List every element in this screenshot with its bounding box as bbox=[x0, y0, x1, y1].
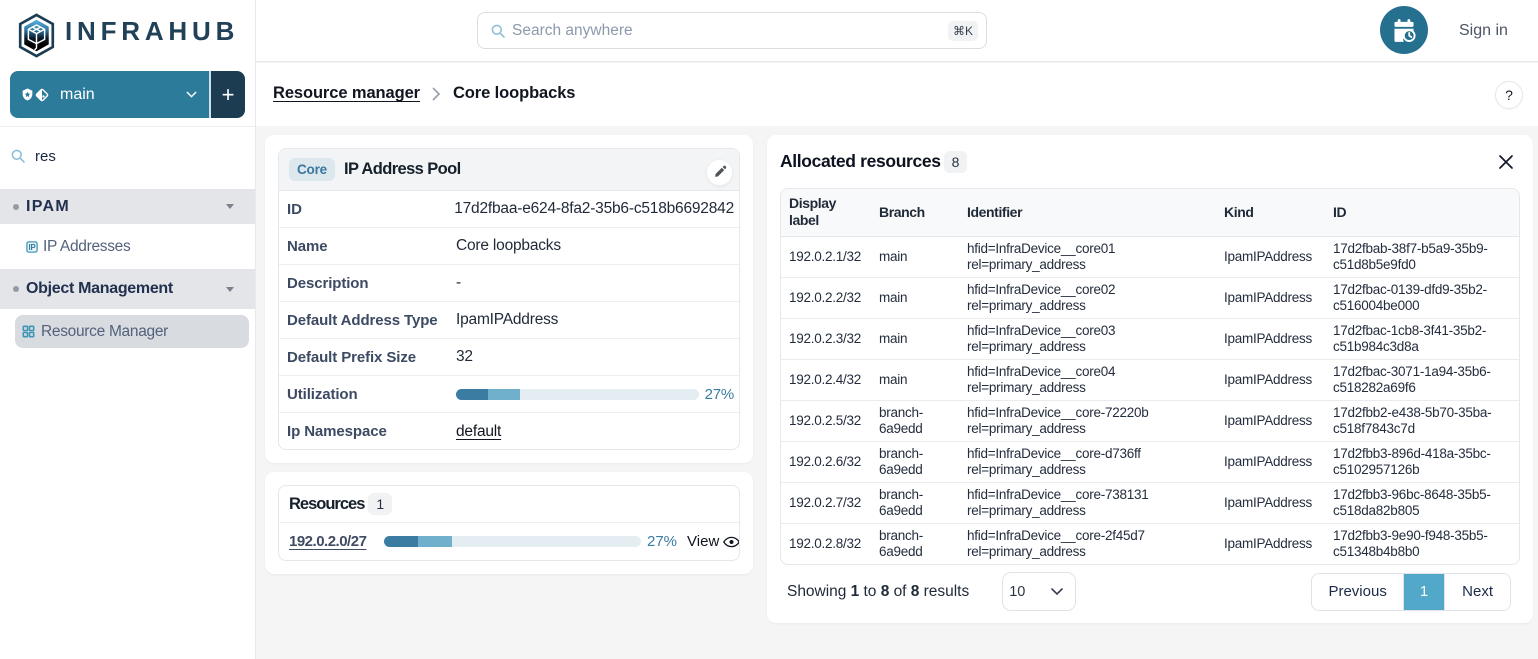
svg-text:IP: IP bbox=[28, 243, 35, 252]
